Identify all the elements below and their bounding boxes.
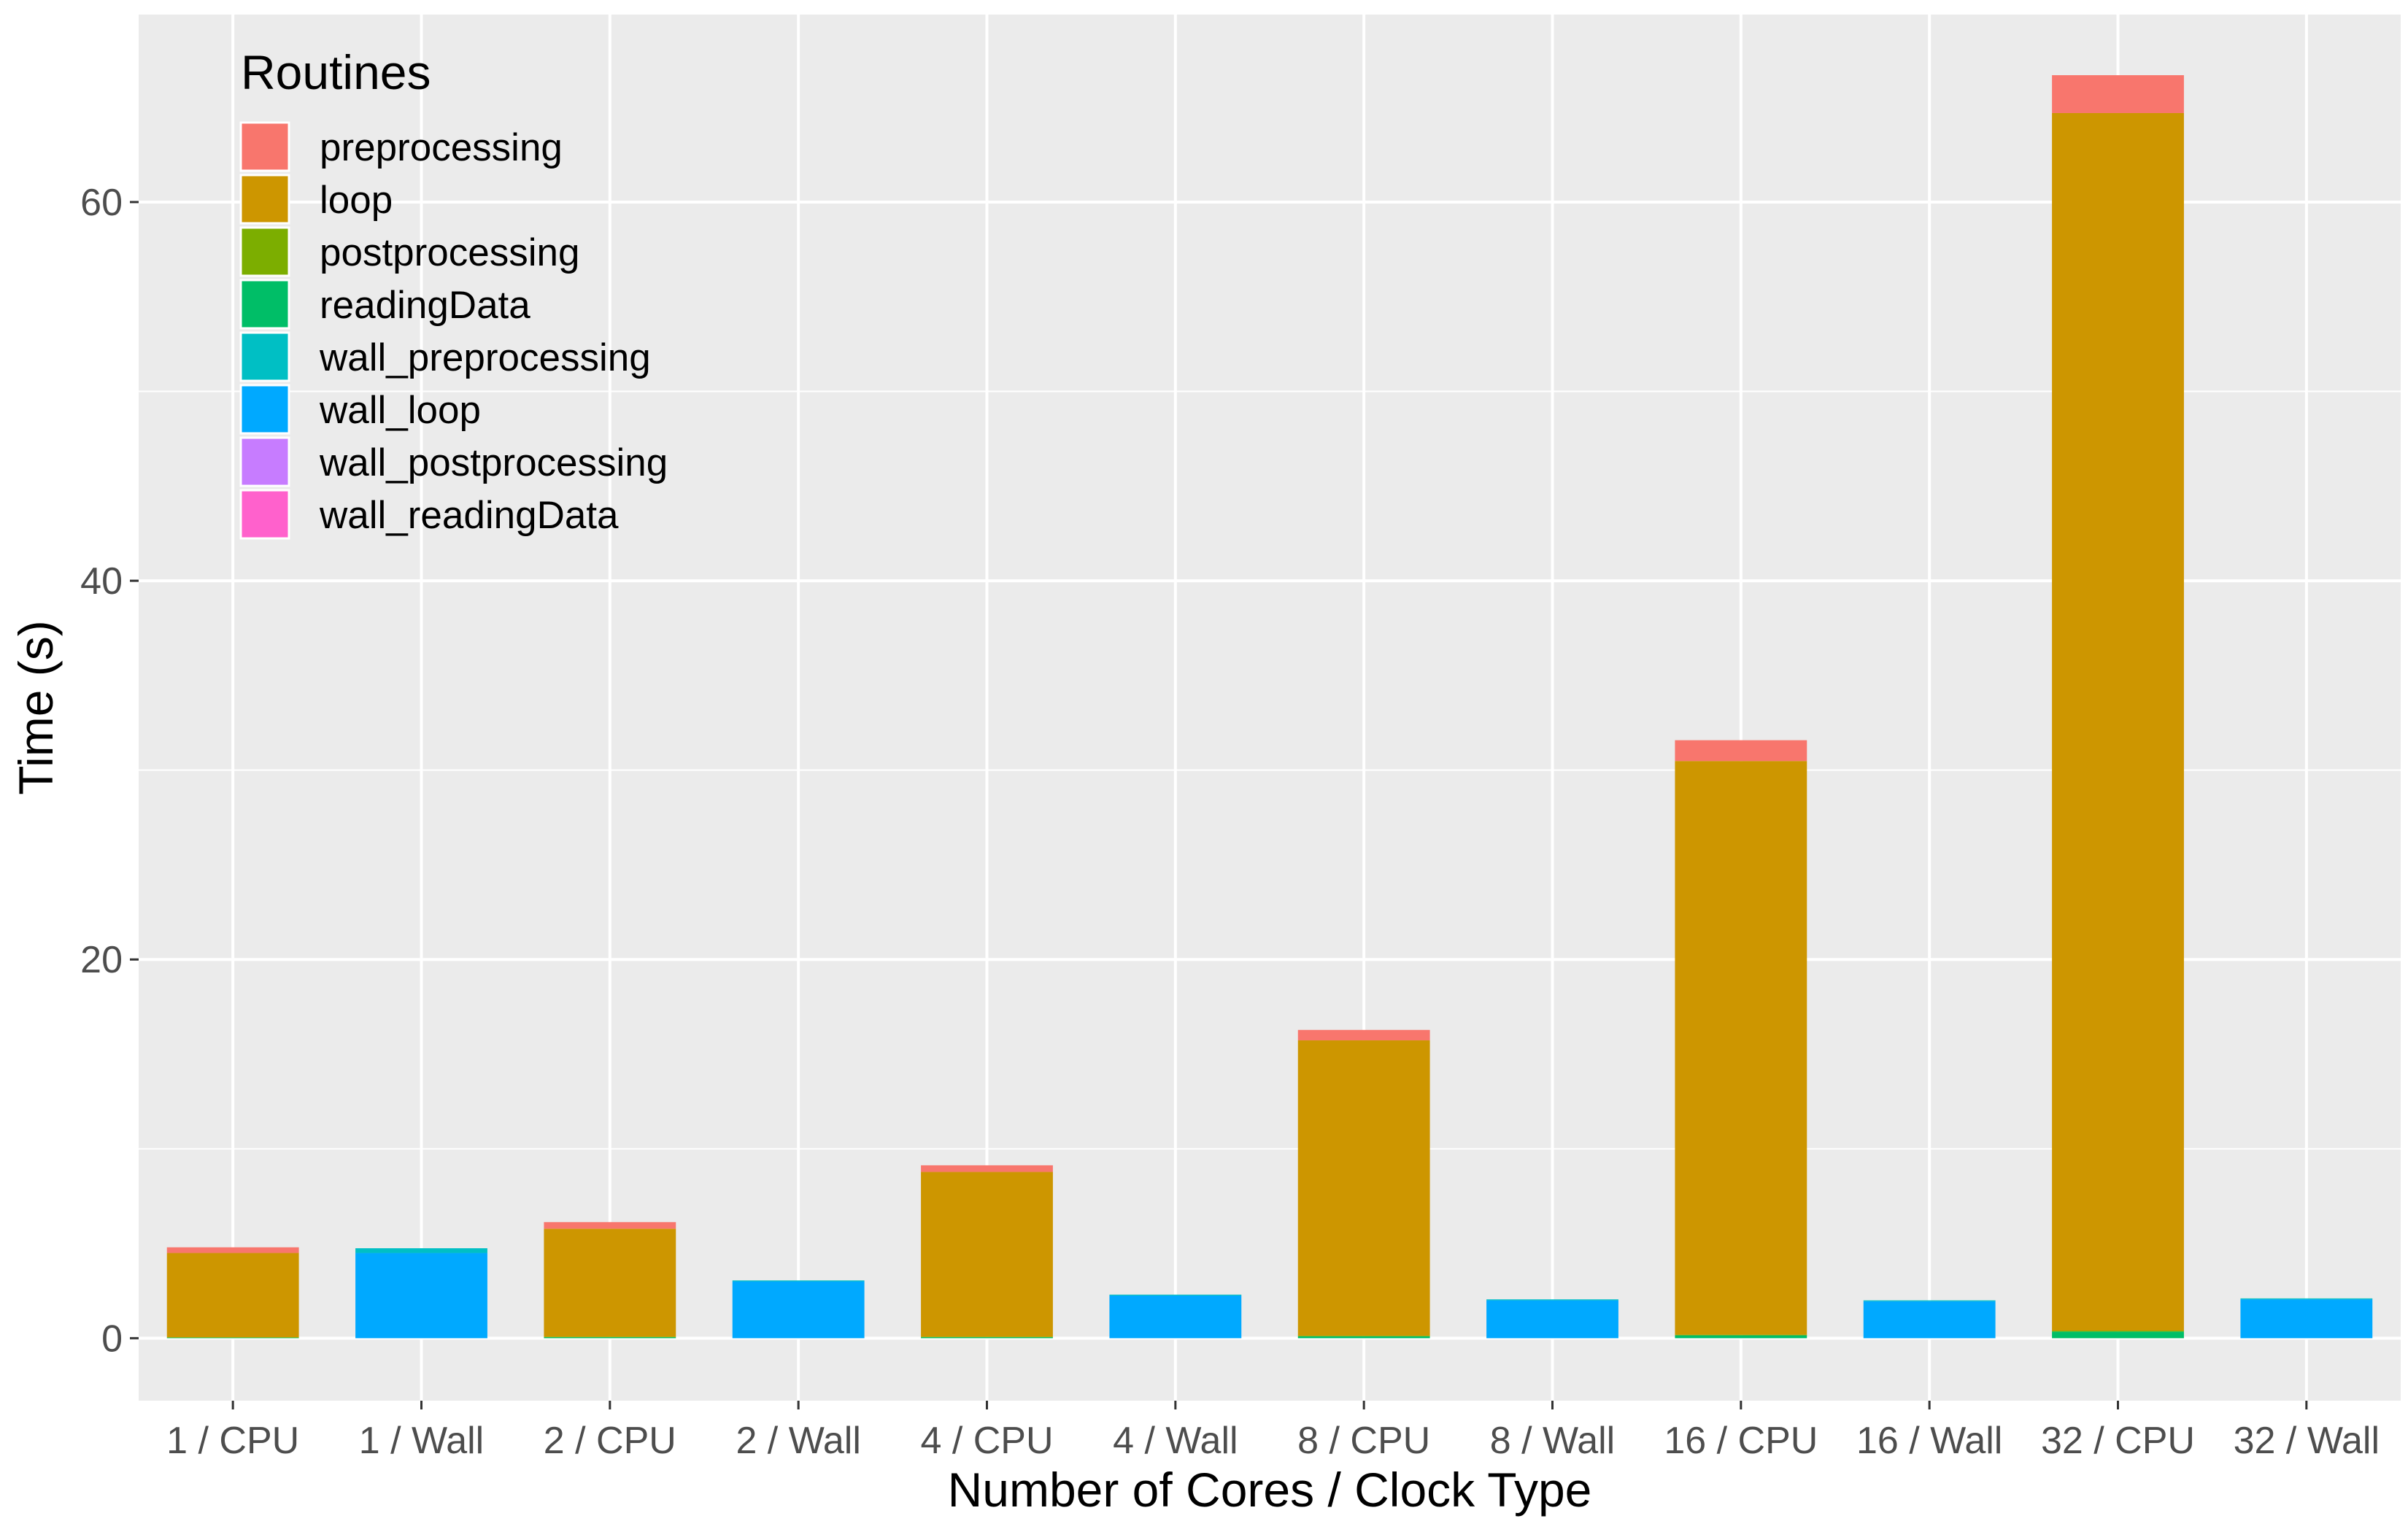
bar-segment-preprocessing bbox=[921, 1165, 1053, 1172]
x-tick-label: 16 / Wall bbox=[1856, 1420, 2002, 1462]
legend-label: wall_readingData bbox=[319, 494, 619, 537]
bar-segment-postprocessing bbox=[544, 1336, 676, 1338]
legend-label: wall_postprocessing bbox=[319, 441, 668, 484]
y-axis-title: Time (s) bbox=[9, 620, 63, 795]
x-tick-label: 32 / Wall bbox=[2234, 1420, 2380, 1462]
x-tick-label: 32 / CPU bbox=[2041, 1420, 2195, 1462]
bar-segment-wall_preprocessing bbox=[732, 1280, 865, 1282]
bar-segment-readingData bbox=[1297, 1336, 1430, 1339]
legend-title: Routines bbox=[241, 45, 431, 99]
bar-segment-preprocessing bbox=[1675, 740, 1807, 762]
x-tick-label: 2 / CPU bbox=[544, 1420, 676, 1462]
x-tick-label: 4 / Wall bbox=[1113, 1420, 1238, 1462]
legend-label: postprocessing bbox=[320, 231, 579, 274]
bar-segment-preprocessing bbox=[166, 1247, 299, 1253]
bar-segment-wall_loop bbox=[732, 1281, 865, 1339]
bar-segment-loop bbox=[921, 1172, 1053, 1337]
legend-key bbox=[239, 489, 290, 540]
x-tick-label: 16 / CPU bbox=[1664, 1420, 1818, 1462]
bar-segment-wall_preprocessing bbox=[1863, 1300, 1996, 1301]
x-axis-title: Number of Cores / Clock Type bbox=[948, 1463, 1592, 1517]
bar-segment-postprocessing bbox=[166, 1337, 299, 1338]
legend-key bbox=[239, 331, 290, 382]
y-axis-ticks: 0 20 40 60 bbox=[80, 182, 139, 1360]
bar-segment-readingData bbox=[921, 1337, 1053, 1339]
legend-key bbox=[239, 279, 290, 330]
bar-segment-postprocessing bbox=[1675, 1334, 1807, 1336]
legend: Routines preprocessing loop postprocessing… bbox=[239, 45, 668, 540]
bars bbox=[166, 75, 2373, 1339]
x-tick-label: 1 / Wall bbox=[359, 1420, 484, 1462]
bar-segment-wall_loop bbox=[1863, 1301, 1996, 1339]
x-tick-label: 1 / CPU bbox=[166, 1420, 299, 1462]
bar-segment-wall_loop bbox=[2240, 1299, 2373, 1339]
grid-lines bbox=[139, 15, 2401, 1401]
x-tick-label: 4 / CPU bbox=[920, 1420, 1053, 1462]
legend-label: readingData bbox=[320, 284, 530, 327]
x-axis-ticks: 1 / CPU 1 / Wall 2 / CPU 2 / Wall 4 / CPU 4 /… bbox=[166, 1401, 2380, 1462]
x-tick-label: 2 / Wall bbox=[736, 1420, 860, 1462]
bar-segment-loop bbox=[1297, 1040, 1430, 1336]
legend-label: preprocessing bbox=[320, 126, 563, 169]
bar-segment-readingData bbox=[1675, 1335, 1807, 1339]
bar-segment-wall_preprocessing bbox=[1486, 1299, 1618, 1301]
bar-segment-readingData bbox=[166, 1337, 299, 1339]
legend-key bbox=[239, 121, 290, 172]
bar-segment-wall_loop bbox=[355, 1253, 487, 1339]
bar-segment-wall_preprocessing bbox=[355, 1248, 487, 1253]
bar-segment-loop bbox=[1675, 761, 1807, 1335]
bar-segment-loop bbox=[2052, 112, 2184, 1331]
legend-key bbox=[239, 436, 290, 487]
bar-segment-readingData bbox=[2052, 1331, 2184, 1339]
legend-label: loop bbox=[320, 179, 393, 222]
bar-segment-readingData bbox=[544, 1337, 676, 1339]
y-tick-label: 20 bbox=[80, 939, 123, 981]
bar-segment-preprocessing bbox=[2052, 75, 2184, 113]
x-tick-label: 8 / CPU bbox=[1297, 1420, 1430, 1462]
bar-segment-wall_loop bbox=[1109, 1295, 1242, 1339]
panel-background bbox=[139, 15, 2401, 1401]
bar-segment-postprocessing bbox=[921, 1336, 1053, 1338]
bar-segment-loop bbox=[544, 1229, 676, 1337]
legend-key bbox=[239, 174, 290, 225]
x-tick-label: 8 / Wall bbox=[1490, 1420, 1615, 1462]
y-tick-label: 60 bbox=[80, 182, 123, 224]
bar-segment-wall_preprocessing bbox=[1109, 1294, 1242, 1296]
legend-key bbox=[239, 226, 290, 277]
legend-label: wall_preprocessing bbox=[319, 336, 651, 379]
y-tick-label: 0 bbox=[101, 1318, 123, 1360]
legend-key bbox=[239, 384, 290, 435]
bar-segment-preprocessing bbox=[1297, 1029, 1430, 1041]
y-tick-label: 40 bbox=[80, 560, 123, 603]
bar-segment-wall_loop bbox=[1486, 1300, 1618, 1339]
bar-segment-loop bbox=[166, 1253, 299, 1338]
bar-segment-preprocessing bbox=[544, 1222, 676, 1229]
legend-label: wall_loop bbox=[319, 389, 481, 432]
